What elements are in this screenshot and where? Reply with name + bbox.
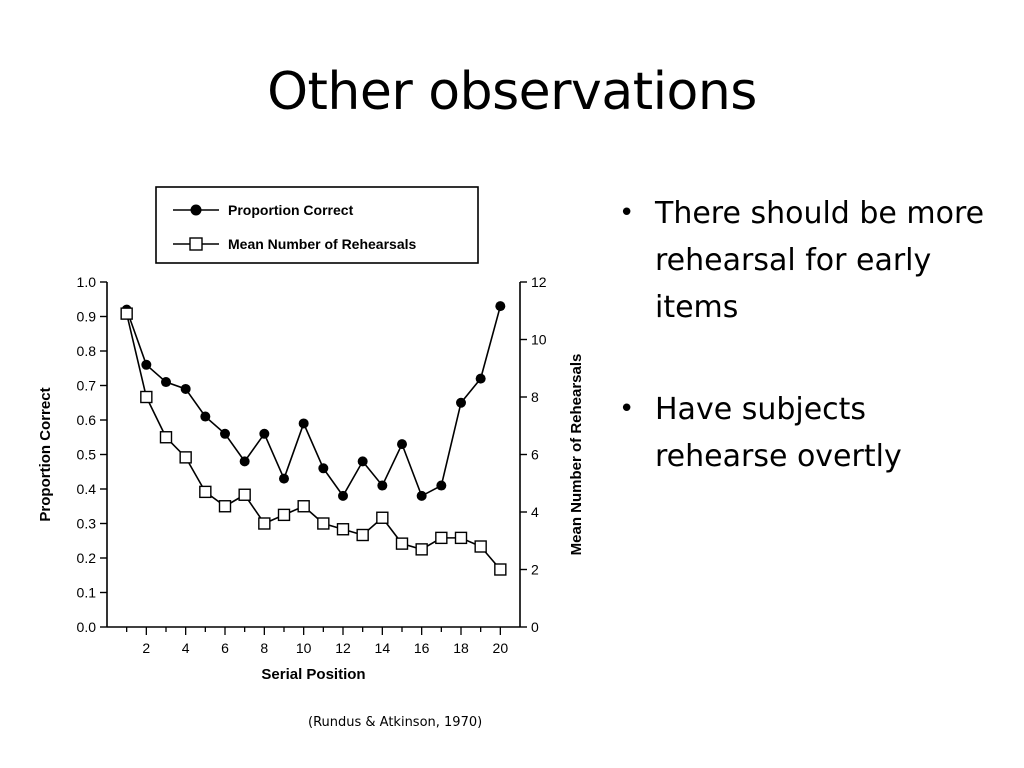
data-point-proportion-correct: [259, 428, 270, 439]
data-point-mean-rehearsals: [395, 537, 409, 550]
data-point-mean-rehearsals: [317, 517, 330, 530]
data-point-proportion-correct: [495, 301, 506, 312]
y-right-tick-label: 8: [531, 389, 539, 405]
data-point-proportion-correct: [318, 463, 329, 474]
bullet-text: There should be more rehearsal for early…: [655, 196, 985, 325]
y-left-tick-label: 0.5: [77, 447, 97, 463]
bullet-item: • There should be more rehearsal for ear…: [617, 190, 1007, 331]
data-point-proportion-correct: [200, 411, 211, 422]
data-point-proportion-correct: [161, 377, 171, 388]
legend-marker-circle: [190, 204, 202, 216]
y-right-tick-label: 12: [531, 274, 547, 290]
x-tick-label: 14: [375, 640, 391, 656]
y-left-tick-label: 0.2: [77, 550, 97, 566]
y-right-tick-label: 10: [531, 332, 547, 348]
data-point-mean-rehearsals: [454, 531, 468, 545]
legend-label: Mean Number of Rehearsals: [228, 236, 416, 252]
data-point-mean-rehearsals: [120, 307, 133, 320]
y-left-tick-label: 0.9: [77, 309, 97, 325]
data-point-mean-rehearsals: [179, 451, 192, 464]
data-point-proportion-correct: [416, 490, 427, 501]
data-point-mean-rehearsals: [336, 523, 350, 536]
y-left-tick-label: 1.0: [77, 274, 97, 290]
data-point-proportion-correct: [397, 439, 407, 450]
chart-svg: 0.0 0.1 0.2 0.3 0.4 0.5 0.6 0.7 0.8 0.9 1.0 0 2 4 6 8 10…: [37, 186, 585, 683]
y-left-tick-label: 0.0: [77, 619, 97, 635]
legend-label: Proportion Correct: [228, 202, 354, 218]
data-point-mean-rehearsals: [140, 390, 153, 404]
citation: (Rundus & Atkinson, 1970): [308, 715, 483, 730]
x-tick-label: 12: [335, 640, 351, 656]
y-right-tick-label: 0: [531, 619, 539, 635]
bullet-item: • Have subjects rehearse overtly: [617, 386, 1007, 480]
data-point-mean-rehearsals: [277, 508, 291, 522]
y-right-tick-label: 6: [531, 447, 539, 463]
legend-box: [155, 186, 479, 264]
data-point-mean-rehearsals: [218, 500, 232, 513]
data-point-proportion-correct: [338, 490, 348, 501]
y-right-tick-label: 2: [531, 562, 539, 578]
x-tick-label: 4: [182, 640, 190, 656]
data-point-mean-rehearsals: [474, 540, 487, 553]
y-left-tick-label: 0.6: [77, 412, 97, 428]
data-point-mean-rehearsals: [297, 500, 310, 513]
chart: 0.0 0.1 0.2 0.3 0.4 0.5 0.6 0.7 0.8 0.9 1.0 0 2 4 6 8 10…: [30, 180, 610, 700]
x-tick-label: 16: [414, 640, 430, 656]
y-left-tick-label: 0.1: [77, 585, 97, 601]
bullet-icon: •: [619, 394, 635, 424]
data-point-mean-rehearsals: [258, 517, 271, 530]
data-point-mean-rehearsals: [356, 528, 369, 542]
x-axis-label: Serial Position: [261, 666, 365, 683]
data-point-proportion-correct: [436, 480, 447, 491]
bullet-icon: •: [619, 198, 635, 228]
slide-title: Other observations: [267, 62, 757, 122]
data-point-proportion-correct: [180, 383, 191, 394]
data-point-proportion-correct: [279, 473, 289, 484]
data-point-mean-rehearsals: [376, 511, 389, 524]
data-point-proportion-correct: [357, 456, 368, 467]
bullet-text: Have subjects rehearse overtly: [655, 392, 902, 474]
x-tick-label: 8: [260, 640, 268, 656]
y-left-tick-label: 0.4: [77, 481, 97, 497]
series-line: [125, 313, 501, 571]
x-tick-label: 6: [221, 640, 229, 656]
data-point-mean-rehearsals: [199, 485, 212, 499]
y-left-tick-label: 0.3: [77, 516, 97, 532]
series-line: [125, 305, 502, 498]
data-point-proportion-correct: [298, 418, 309, 429]
x-tick-label: 18: [453, 640, 469, 656]
x-tick-label: 20: [493, 640, 509, 656]
y-left-tick-label: 0.7: [77, 378, 97, 394]
y-right-axis-label: Mean Number of Rehearsals: [568, 354, 585, 556]
data-point-proportion-correct: [456, 397, 466, 408]
x-tick-label: 2: [142, 640, 150, 656]
data-point-proportion-correct: [141, 359, 152, 370]
data-point-mean-rehearsals: [415, 543, 428, 556]
data-point-proportion-correct: [239, 456, 250, 467]
legend-marker-square: [189, 237, 203, 251]
bullet-list: • There should be more rehearsal for ear…: [617, 190, 1007, 535]
data-point-mean-rehearsals: [435, 531, 448, 545]
data-point-mean-rehearsals: [159, 431, 173, 444]
data-point-proportion-correct: [377, 480, 388, 491]
y-left-tick-label: 0.8: [77, 343, 97, 359]
x-tick-label: 10: [296, 640, 312, 656]
data-point-mean-rehearsals: [238, 488, 251, 501]
data-point-proportion-correct: [475, 373, 486, 384]
y-left-axis-label: Proportion Correct: [37, 387, 54, 521]
data-point-mean-rehearsals: [494, 563, 507, 576]
data-point-proportion-correct: [220, 428, 230, 439]
y-right-tick-label: 4: [531, 504, 539, 520]
